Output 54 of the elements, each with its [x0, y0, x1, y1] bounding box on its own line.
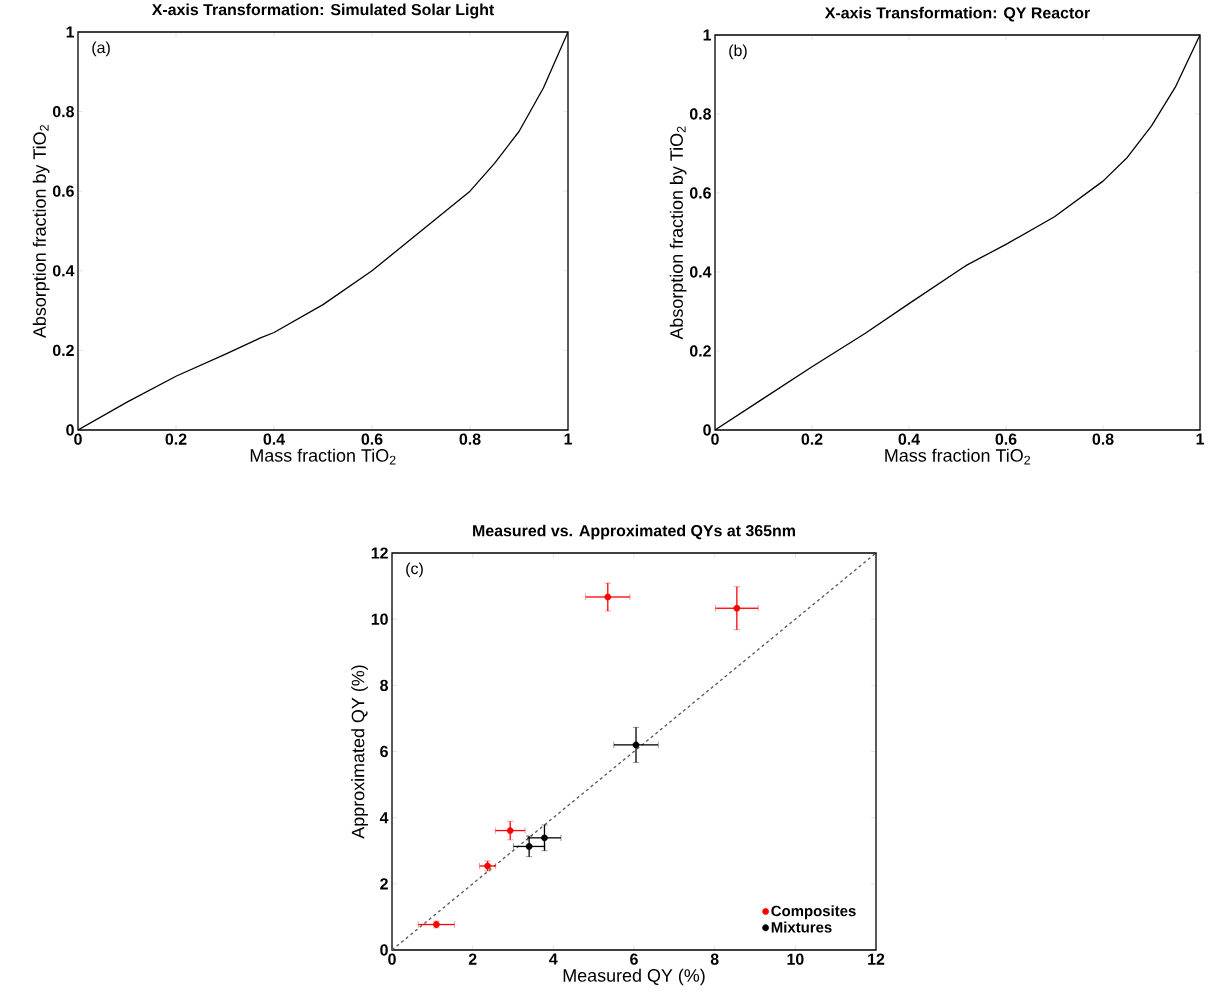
chart-title: X-axis Transformation: Simulated Solar Light — [151, 3, 495, 19]
x-tick-label: 0.2 — [165, 433, 187, 445]
point — [604, 593, 612, 601]
y-tick-label: 0.8 — [52, 105, 74, 118]
y-tick-label: 1 — [703, 29, 712, 41]
y-tick-label: 10 — [371, 613, 388, 625]
y-tick-label: 1 — [66, 26, 75, 38]
y-tick-label: 0.8 — [689, 108, 711, 120]
annotation: (c) — [406, 562, 423, 578]
y-tick-label: 0 — [703, 424, 711, 436]
y-tick-label: 0.4 — [52, 265, 75, 277]
y-tick-label: 0.2 — [689, 345, 711, 357]
point — [632, 741, 640, 749]
x-axis-title: Mass fraction TiO$_{2}$ — [250, 448, 396, 465]
y-axis-title: Absorption fraction by TiO$_{2}$ — [32, 125, 50, 339]
point — [525, 843, 533, 850]
x-tick-label: 2 — [468, 953, 477, 965]
x-tick-label: 0 — [388, 953, 396, 965]
y-tick-label: 0.4 — [689, 266, 712, 278]
y-tick-label: 0.2 — [52, 344, 74, 357]
y-tick-label: 8 — [380, 679, 388, 691]
legend-label: Composites — [771, 905, 856, 920]
x-axis-title: Measured QY (%) — [563, 968, 705, 986]
y-tick-label: 0 — [380, 944, 388, 956]
x-tick-label: 10 — [787, 953, 804, 965]
x-tick-label: 0.4 — [263, 433, 285, 445]
x-tick-label: 1 — [564, 433, 572, 445]
x-tick-label: 0.8 — [459, 433, 481, 445]
annotation: (a) — [92, 41, 110, 57]
x-tick-label: 12 — [868, 953, 885, 965]
point — [506, 827, 514, 834]
y-tick-label: 0.6 — [689, 187, 711, 199]
chart-title: X-axis Transformation: QY Reactor — [824, 6, 1090, 22]
y-tick-label: 4 — [379, 812, 389, 824]
chart-title: Measured vs. Approximated QYs at 365nm — [473, 524, 795, 540]
y-tick-label: 0 — [66, 424, 74, 436]
y-axis-title: Approximated QY (%) — [351, 665, 368, 839]
y-axis-title: Absorption fraction by TiO$_{2}$ — [669, 126, 687, 340]
y-tick-label: 6 — [380, 745, 388, 758]
point — [733, 604, 741, 612]
x-tick-label: 4 — [549, 953, 558, 965]
legend-label: Mixtures — [771, 921, 832, 933]
x-axis-title: Mass fraction TiO$_{2}$ — [885, 448, 1031, 465]
x-tick-label: 0.4 — [898, 433, 921, 445]
x-tick-label: 6 — [630, 953, 638, 965]
annotation: (b) — [729, 44, 747, 60]
point — [541, 834, 548, 842]
x-tick-label: 1 — [1196, 433, 1204, 445]
y-tick-label: 2 — [380, 878, 388, 890]
x-tick-label: 0.6 — [995, 433, 1017, 445]
x-tick-label: 0.8 — [1092, 433, 1114, 445]
y-tick-label: 0.6 — [52, 185, 74, 197]
y-tick-label: 12 — [371, 547, 388, 559]
x-tick-label: 0.2 — [801, 433, 823, 445]
